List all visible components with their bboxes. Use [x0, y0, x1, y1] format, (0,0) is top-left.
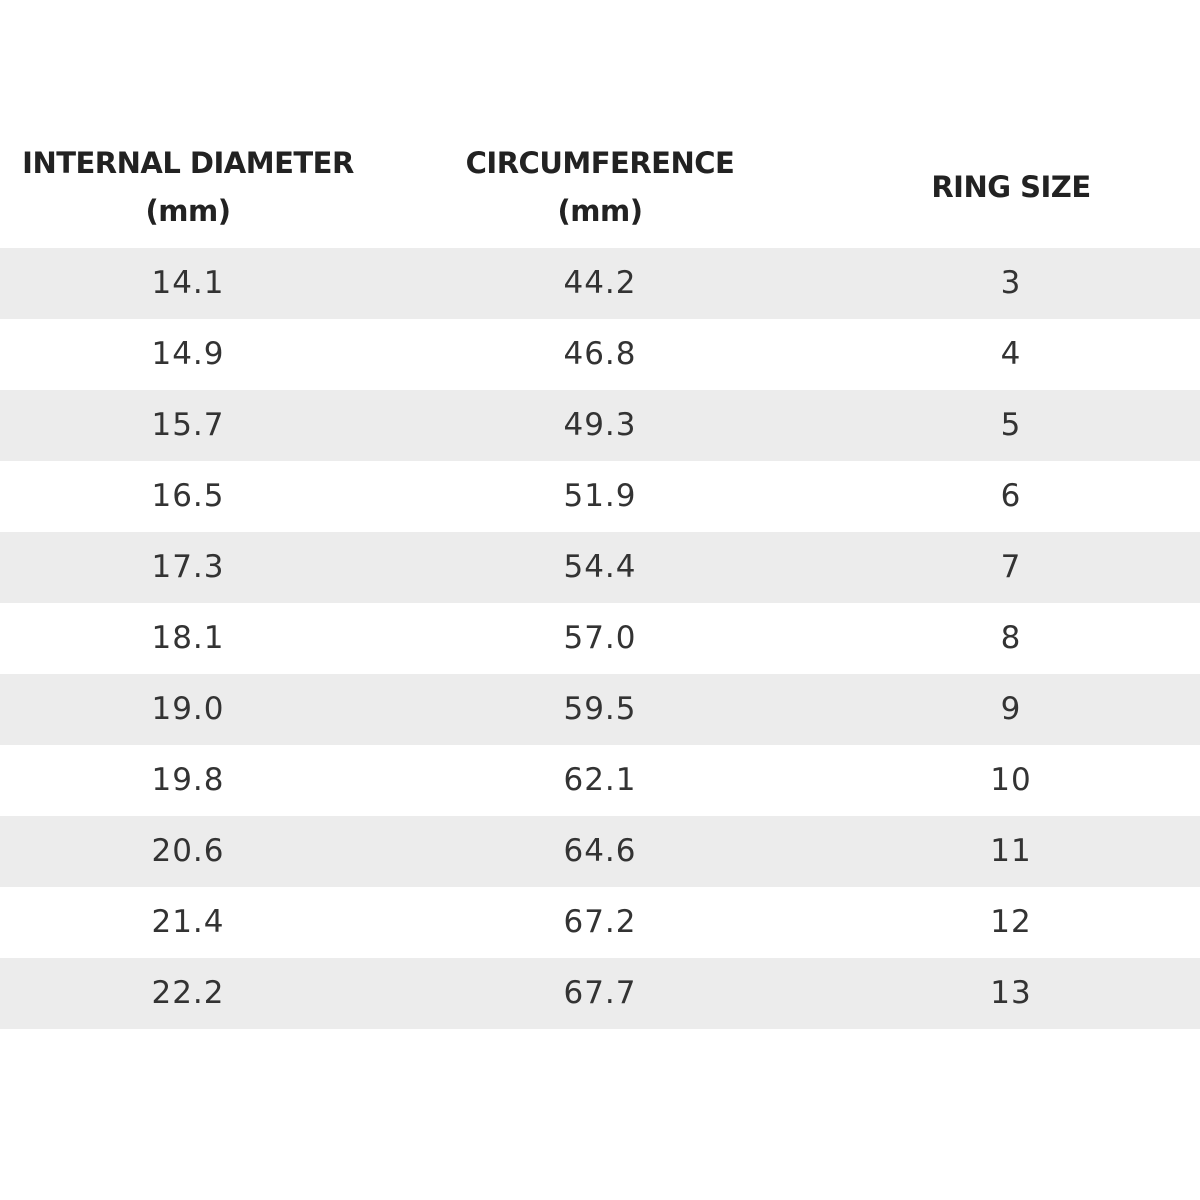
header-line: INTERNAL DIAMETER: [22, 146, 354, 180]
table-cell: 7: [1000, 549, 1022, 585]
header-line: RING SIZE: [931, 170, 1091, 204]
table-cell: 21.4: [151, 904, 225, 940]
table-cell: 14.9: [151, 336, 225, 372]
table-row: 14.9 46.8 4: [0, 319, 1200, 390]
table-cell: 22.2: [151, 975, 225, 1011]
table-row: 19.0 59.5 9: [0, 674, 1200, 745]
table-cell: 57.0: [563, 620, 637, 656]
table-cell: 14.1: [151, 265, 225, 301]
table-cell: 67.7: [563, 975, 637, 1011]
table-cell: 18.1: [151, 620, 225, 656]
table-cell: 19.8: [151, 762, 225, 798]
table-cell: 13: [990, 975, 1032, 1011]
table-cell: 17.3: [151, 549, 225, 585]
table-cell: 67.2: [563, 904, 637, 940]
table-cell: 4: [1000, 336, 1022, 372]
table-cell: 59.5: [563, 691, 637, 727]
table-row: 18.1 57.0 8: [0, 603, 1200, 674]
table-row: 17.3 54.4 7: [0, 532, 1200, 603]
header-line: CIRCUMFERENCE: [465, 146, 735, 180]
column-header: INTERNAL DIAMETER (mm): [0, 139, 408, 235]
table-cell: 51.9: [563, 478, 637, 514]
table-cell: 62.1: [563, 762, 637, 798]
table-row: 21.4 67.2 12: [0, 887, 1200, 958]
header-line: (mm): [145, 194, 231, 228]
table-cell: 19.0: [151, 691, 225, 727]
table-cell: 20.6: [151, 833, 225, 869]
table-cell: 46.8: [563, 336, 637, 372]
table-cell: 11: [990, 833, 1032, 869]
table-cell: 3: [1000, 265, 1022, 301]
table-cell: 5: [1000, 407, 1022, 443]
table-cell: 54.4: [563, 549, 637, 585]
header-line: (mm): [557, 194, 643, 228]
table-cell: 9: [1000, 691, 1022, 727]
table-cell: 44.2: [563, 265, 637, 301]
table-cell: 49.3: [563, 407, 637, 443]
table-cell: 12: [990, 904, 1032, 940]
table-cell: 10: [990, 762, 1032, 798]
table-row: 20.6 64.6 11: [0, 816, 1200, 887]
table-row: 14.1 44.2 3: [0, 248, 1200, 319]
column-header: CIRCUMFERENCE (mm): [380, 139, 820, 235]
table-row: 19.8 62.1 10: [0, 745, 1200, 816]
table-cell: 64.6: [563, 833, 637, 869]
column-header: RING SIZE: [791, 163, 1200, 211]
table-cell: 6: [1000, 478, 1022, 514]
table-cell: 16.5: [151, 478, 225, 514]
table-row: 15.7 49.3 5: [0, 390, 1200, 461]
table-cell: 8: [1000, 620, 1022, 656]
table-cell: 15.7: [151, 407, 225, 443]
table-row: 22.2 67.7 13: [0, 958, 1200, 1029]
table-row: 16.5 51.9 6: [0, 461, 1200, 532]
